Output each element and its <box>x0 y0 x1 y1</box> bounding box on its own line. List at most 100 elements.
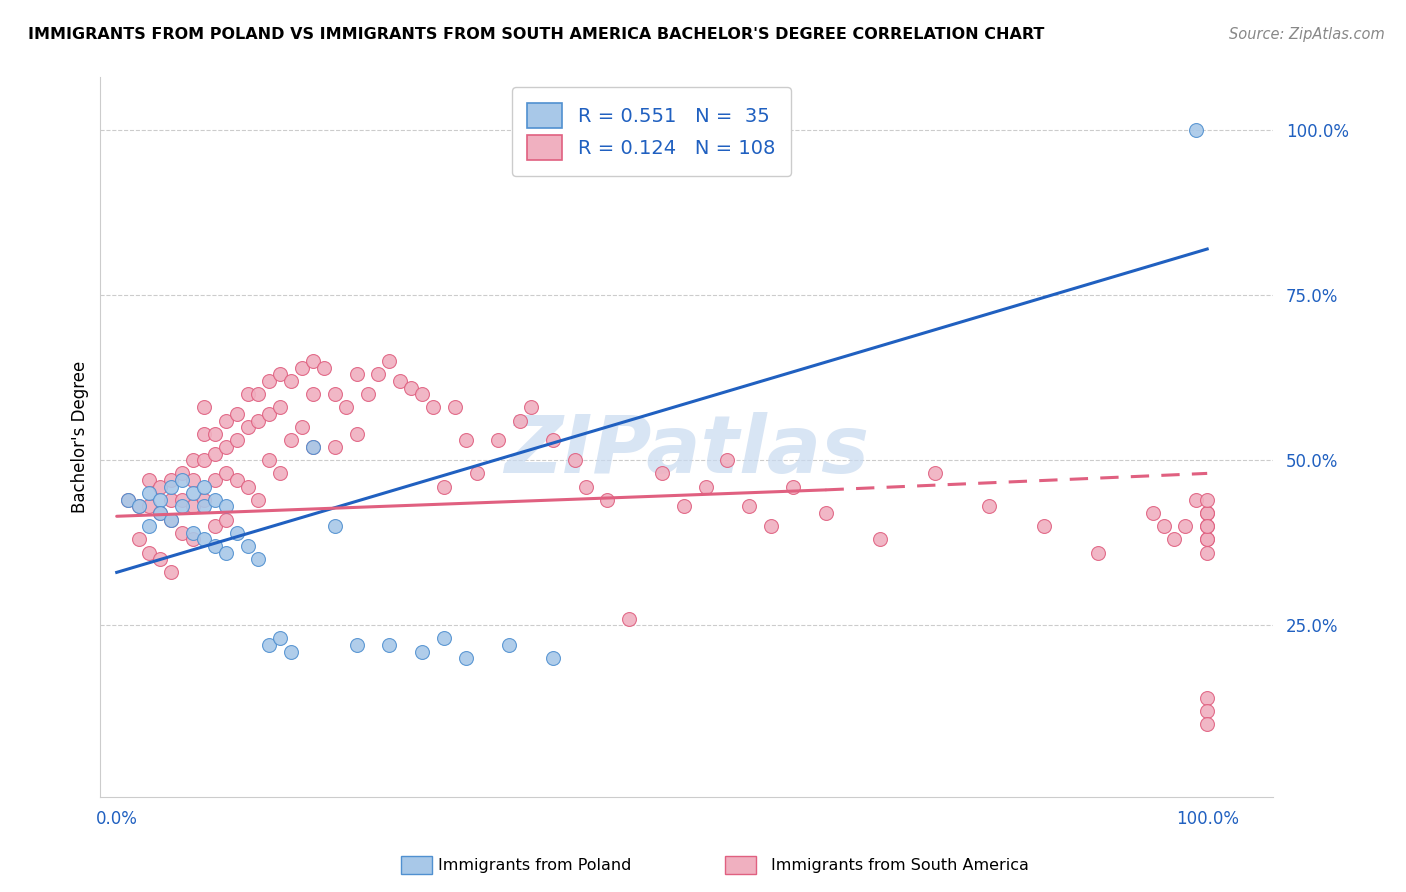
Point <box>259 407 281 421</box>
Point <box>160 492 183 507</box>
Point <box>1185 492 1208 507</box>
Point <box>280 644 302 658</box>
Point <box>323 440 346 454</box>
Point <box>672 500 695 514</box>
Point <box>259 374 281 388</box>
Point <box>193 453 215 467</box>
Point <box>204 473 226 487</box>
Point <box>738 500 761 514</box>
Point <box>193 500 215 514</box>
Point <box>312 360 335 375</box>
Point <box>269 368 291 382</box>
Point <box>869 533 891 547</box>
Point <box>433 632 456 646</box>
Point <box>814 506 837 520</box>
Point <box>924 467 946 481</box>
Point <box>149 492 172 507</box>
Point <box>443 401 465 415</box>
Point <box>236 420 259 434</box>
Point <box>651 467 673 481</box>
Point <box>1185 123 1208 137</box>
Point <box>454 434 477 448</box>
Point <box>498 638 520 652</box>
Point <box>1197 519 1219 533</box>
Point <box>181 453 204 467</box>
Point <box>215 512 238 526</box>
Point <box>215 414 238 428</box>
Point <box>259 638 281 652</box>
Point <box>1197 506 1219 520</box>
Point <box>269 632 291 646</box>
Point <box>346 638 368 652</box>
Point <box>193 492 215 507</box>
Point <box>367 368 389 382</box>
Point <box>269 467 291 481</box>
Point <box>302 387 325 401</box>
Point <box>138 545 160 559</box>
Point <box>172 500 194 514</box>
Point <box>128 500 150 514</box>
Point <box>160 480 183 494</box>
Point <box>291 360 314 375</box>
Point <box>1197 545 1219 559</box>
Point <box>1197 533 1219 547</box>
Text: Source: ZipAtlas.com: Source: ZipAtlas.com <box>1229 27 1385 42</box>
Point <box>160 473 183 487</box>
Point <box>236 539 259 553</box>
Point <box>1087 545 1109 559</box>
Point <box>225 434 247 448</box>
Point <box>138 486 160 500</box>
Point <box>193 480 215 494</box>
Point <box>172 492 194 507</box>
Text: Immigrants from Poland: Immigrants from Poland <box>437 858 631 872</box>
Point <box>247 492 270 507</box>
Point <box>181 486 204 500</box>
Text: Immigrants from South America: Immigrants from South America <box>770 858 1029 872</box>
Point <box>575 480 598 494</box>
Point <box>225 473 247 487</box>
Point <box>541 651 564 665</box>
Point <box>356 387 378 401</box>
Point <box>541 434 564 448</box>
Y-axis label: Bachelor's Degree: Bachelor's Degree <box>72 361 89 513</box>
Point <box>378 638 401 652</box>
Point <box>172 473 194 487</box>
Point <box>302 440 325 454</box>
Point <box>215 545 238 559</box>
Point <box>149 480 172 494</box>
Point <box>433 480 456 494</box>
Point <box>411 387 433 401</box>
Point <box>181 533 204 547</box>
Point <box>193 401 215 415</box>
Point <box>1174 519 1197 533</box>
Point <box>215 440 238 454</box>
Text: ZIPatlas: ZIPatlas <box>503 412 869 491</box>
Point <box>269 401 291 415</box>
Point <box>564 453 586 467</box>
Point <box>302 440 325 454</box>
Point <box>465 467 488 481</box>
Point <box>160 512 183 526</box>
Point <box>335 401 357 415</box>
Point <box>149 552 172 566</box>
Point <box>1197 506 1219 520</box>
Point <box>619 611 641 625</box>
Point <box>160 512 183 526</box>
Point <box>247 414 270 428</box>
Point <box>117 492 139 507</box>
Point <box>716 453 738 467</box>
Point <box>204 426 226 441</box>
Legend: R = 0.551   N =  35, R = 0.124   N = 108: R = 0.551 N = 35, R = 0.124 N = 108 <box>512 87 790 176</box>
Point <box>149 506 172 520</box>
Point <box>378 354 401 368</box>
Point <box>128 533 150 547</box>
Point <box>346 426 368 441</box>
Point <box>259 453 281 467</box>
Point <box>520 401 543 415</box>
Point <box>454 651 477 665</box>
Point <box>149 506 172 520</box>
Point <box>422 401 444 415</box>
Point <box>1032 519 1054 533</box>
Point <box>204 519 226 533</box>
Point <box>596 492 619 507</box>
